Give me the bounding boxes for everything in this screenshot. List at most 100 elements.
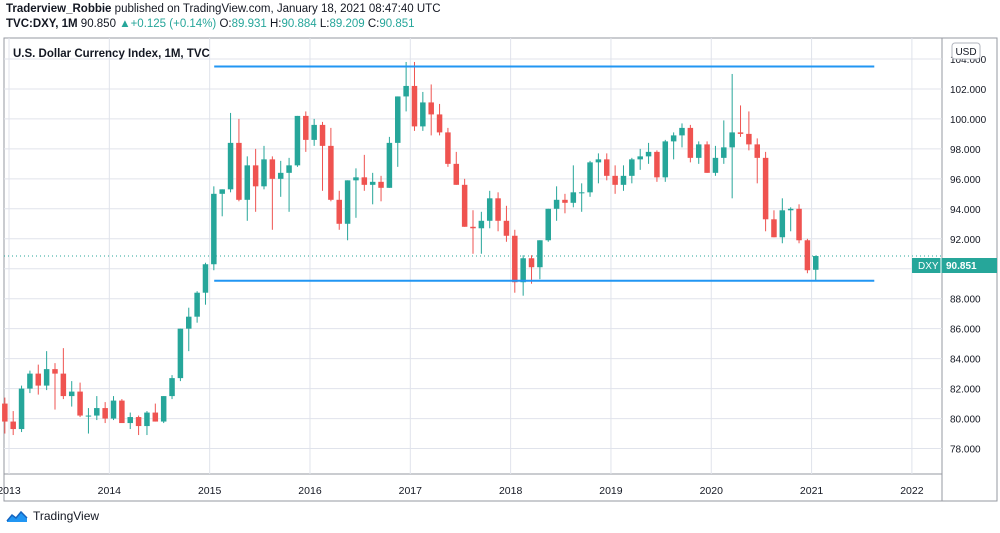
candle-body xyxy=(186,316,192,329)
candle xyxy=(461,178,468,227)
chart-title: U.S. Dollar Currency Index, 1M, TVC xyxy=(13,48,210,60)
candle xyxy=(595,153,602,184)
candle xyxy=(10,411,16,436)
candle xyxy=(779,198,786,244)
candle-body xyxy=(344,180,351,224)
y-tick-label: 100.000 xyxy=(950,115,987,126)
y-tick-label: 104.000 xyxy=(950,55,987,66)
candle-body xyxy=(202,264,209,293)
candle-body xyxy=(562,199,568,203)
x-tick-label: 2015 xyxy=(198,485,222,497)
candle-body xyxy=(545,208,551,241)
open-value: 89.931 xyxy=(231,18,267,30)
candle-body xyxy=(537,240,543,268)
candle-body xyxy=(10,421,16,430)
candle xyxy=(135,415,142,436)
candle-body xyxy=(762,157,769,220)
candle-body xyxy=(629,159,635,176)
candle xyxy=(587,160,593,197)
price-tag-value: 90.851 xyxy=(946,261,977,272)
y-tick-label: 88.000 xyxy=(950,295,981,306)
candle xyxy=(737,105,744,137)
high-label: H: xyxy=(269,18,282,30)
candle xyxy=(813,255,819,281)
author-name[interactable]: Traderview_Robbie xyxy=(6,3,112,15)
candle-body xyxy=(620,175,627,185)
candle-body xyxy=(119,400,125,424)
currency-button[interactable]: USD xyxy=(951,42,981,60)
candle-body xyxy=(503,220,510,236)
candle xyxy=(495,192,501,232)
candle xyxy=(787,207,794,232)
candle-body xyxy=(553,199,560,209)
candle-body xyxy=(729,132,735,148)
y-tick-label: 96.000 xyxy=(950,175,981,186)
candle-body xyxy=(453,163,460,185)
candle-body xyxy=(52,369,58,374)
candle-body xyxy=(478,220,485,229)
y-tick-label: 86.000 xyxy=(950,325,981,336)
x-tick-label: 2018 xyxy=(499,485,523,497)
candle-body xyxy=(754,144,760,158)
candle xyxy=(553,186,560,221)
candle xyxy=(537,240,543,280)
candle xyxy=(687,124,694,163)
drawn-lines[interactable] xyxy=(214,65,875,282)
candle-body xyxy=(227,142,234,190)
candle xyxy=(353,168,359,218)
tradingview-footer[interactable]: TradingView xyxy=(6,509,99,523)
open-label: O: xyxy=(219,18,232,30)
candle-body xyxy=(637,156,643,160)
candle-body xyxy=(445,132,451,164)
candle-body xyxy=(303,115,309,140)
candle xyxy=(403,61,409,112)
candle xyxy=(804,238,811,274)
chart-border xyxy=(3,37,998,502)
candle-body xyxy=(177,328,184,379)
candle xyxy=(43,351,50,391)
time-axis-ticks: 2013 2014 2015 2016 2017 2018 2019 2020 2021 2022 xyxy=(0,485,924,497)
y-tick-label: 94.000 xyxy=(950,205,981,216)
last-price-tag: DXY 90.851 xyxy=(912,258,997,273)
candle xyxy=(303,111,309,152)
candle-body xyxy=(135,417,142,427)
candle xyxy=(35,364,42,395)
x-tick-label: 2013 xyxy=(0,485,21,497)
up-arrow-icon: ▲ xyxy=(119,18,131,30)
candle-body xyxy=(386,142,393,188)
candle xyxy=(160,396,167,424)
candle xyxy=(68,381,75,407)
high-value: 90.884 xyxy=(281,18,317,30)
candle xyxy=(194,291,200,323)
grid xyxy=(4,38,942,474)
candle xyxy=(269,156,276,230)
ohlc-legend: TVC:DXY, 1M 90.850 ▲+0.125 (+0.14%) O:89… xyxy=(6,18,415,30)
last-price: 90.850 xyxy=(80,18,116,30)
candle xyxy=(18,385,25,433)
candle-body xyxy=(169,378,175,397)
candle xyxy=(712,145,719,176)
candle xyxy=(746,111,752,151)
candle xyxy=(528,255,535,284)
candle-body xyxy=(336,199,342,224)
candle-body xyxy=(27,373,33,389)
candle-body xyxy=(43,369,50,386)
candle xyxy=(570,165,577,208)
publish-info: Traderview_Robbie published on TradingVi… xyxy=(6,3,441,15)
candle xyxy=(186,307,192,352)
candle xyxy=(662,139,669,182)
candle xyxy=(252,148,259,212)
candle-body xyxy=(328,145,334,200)
x-tick-label: 2017 xyxy=(399,485,423,497)
candle xyxy=(670,132,677,160)
candle-body xyxy=(662,141,669,178)
candle xyxy=(796,204,802,244)
candle xyxy=(319,121,326,191)
candle xyxy=(771,210,777,238)
price-tag-symbol: DXY xyxy=(918,261,939,272)
candle xyxy=(520,255,526,296)
y-tick-label: 82.000 xyxy=(950,385,981,396)
x-tick-label: 2019 xyxy=(599,485,623,497)
x-tick-label: 2014 xyxy=(98,485,122,497)
